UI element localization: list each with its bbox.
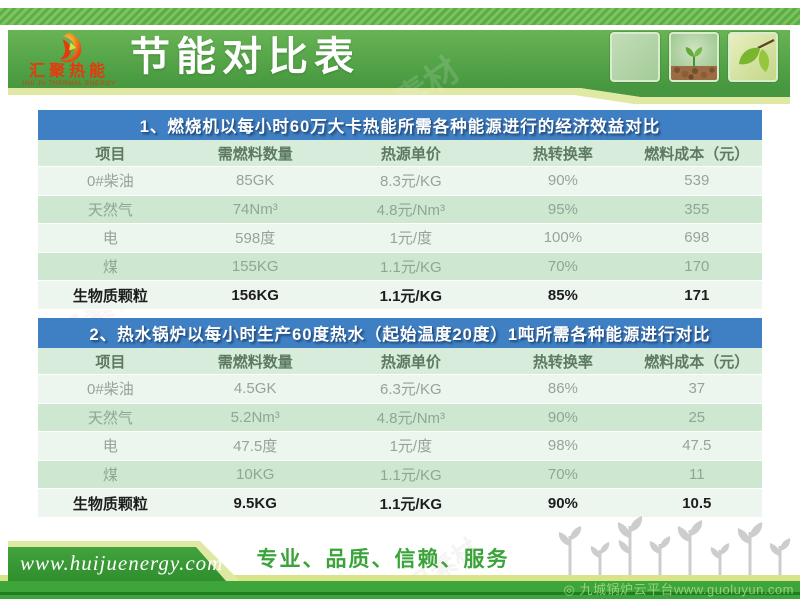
header-band-step [580,88,790,97]
table-header-row: 项目 需燃料数量 热源单价 热转换率 燃料成本（元） [38,348,762,375]
table-cell: 10.5 [682,494,712,512]
table-cell: 11 [689,466,705,484]
footer-green-bar [0,581,800,592]
table-cell: 100% [543,229,583,247]
table-cell: 9.5KG [233,494,277,512]
table-cell: 生物质颗粒 [72,495,148,513]
table-cell: 698 [684,229,710,247]
footer-bottom-bar [0,595,800,599]
table-row: 煤 10KG 1.1元/KG 70% 11 [38,460,762,490]
plants-graphic [556,516,798,582]
table-cell: 598度 [235,230,276,248]
table-row: 天然气 74Nm³ 4.8元/Nm³ 95% 355 [38,195,762,225]
column-header: 需燃料数量 [217,145,293,163]
table-cell: 1.1元/KG [379,495,443,513]
watermark-guoluyun: ◎ 九城锅炉云平台www.guoluyun.com [563,582,794,597]
column-header: 需燃料数量 [217,353,293,371]
table-header-row: 项目 需燃料数量 热源单价 热转换率 燃料成本（元） [38,140,762,167]
table-cell: 74Nm³ [232,200,278,218]
table-cell: 25 [688,408,706,426]
flame-icon [18,32,120,64]
table-cell: 95% [547,200,578,218]
column-header: 燃料成本（元） [644,145,750,163]
table-cell: 4.5GK [233,380,277,398]
column-header: 热源单价 [380,145,441,163]
table-cell: 5.2Nm³ [230,408,280,426]
footer-lime-stripe [0,575,800,581]
table-cell: 170 [684,258,710,276]
table-cell: 电 [102,230,118,248]
table-cell: 47.5 [682,437,712,455]
seedling-image [669,32,719,82]
table-row: 电 47.5度 1元/度 98% 47.5 [38,432,762,461]
table-cell: 1元/度 [389,438,433,456]
table-cell: 10KG [236,466,275,484]
table-cell: 155KG [231,258,279,276]
table-cell: 37 [688,380,706,398]
logo-text: 汇聚热能 [28,63,109,80]
table-cell: 1元/度 [389,230,433,248]
table-cell: 85GK [236,172,275,190]
green-square-image [610,32,660,82]
table-cell: 天然气 [87,201,133,219]
table-title-bar: 1、燃烧机以每小时60万大卡热能所需各种能源进行的经济效益对比 [38,110,762,140]
slogan-text: 专业、品质、信赖、服务 [256,548,510,571]
table-cell: 4.8元/Nm³ [376,201,446,219]
table-row: 生物质颗粒 9.5KG 1.1元/KG 90% 10.5 [38,489,762,518]
comparison-table-1: 1、燃烧机以每小时60万大卡热能所需各种能源进行的经济效益对比项目 需燃料数量 热源… [38,110,762,310]
table-cell: 355 [684,200,710,218]
column-header: 热转换率 [532,145,593,163]
table-cell: 煤 [102,259,118,277]
table-cell: 6.3元/KG [380,381,442,399]
table-cell: 171 [684,286,710,304]
table-row: 生物质颗粒 156KG 1.1元/KG 85% 171 [38,281,762,310]
table-cell: 70% [547,258,578,276]
table-cell: 1.1元/KG [380,467,442,485]
column-header: 热转换率 [532,353,593,371]
table-cell: 70% [547,466,578,484]
table-row: 0#柴油 85GK 8.3元/KG 90% 539 [38,167,762,196]
column-header: 项目 [95,145,126,163]
footer-url-ribbon [8,547,226,581]
logo-subtext: HUI JU THERMAL ENERGY [22,80,116,87]
table-cell: 天然气 [87,409,133,427]
table-row: 0#柴油 4.5GK 6.3元/KG 86% 37 [38,375,762,404]
column-header: 项目 [95,353,126,371]
website-url: www.huijuenergy.com [20,551,224,575]
table-row: 电 598度 1元/度 100% 698 [38,224,762,253]
leaves-image [728,32,778,82]
table-cell: 86% [547,380,578,398]
footer-dark-line [0,592,800,595]
comparison-table-2: 2、热水锅炉以每小时生产60度热水（起始温度20度）1吨所需各种能源进行对比 项目… [38,318,762,518]
table-cell: 47.5度 [233,438,278,456]
table-cell: 0#柴油 [87,173,134,191]
table-cell: 0#柴油 [87,381,134,399]
column-header: 燃料成本（元） [644,353,750,371]
table-cell: 煤 [102,467,118,485]
table-cell: 电 [102,438,118,456]
table-cell: 90% [547,172,578,190]
table-cell: 90% [547,408,578,426]
table-row: 煤 155KG 1.1元/KG 70% 170 [38,252,762,282]
table-cell: 1.1元/KG [380,259,442,277]
table-cell: 1.1元/KG [379,287,443,305]
header-photo-strip [610,32,778,82]
table-cell: 539 [684,172,710,190]
table-title-bar: 2、热水锅炉以每小时生产60度热水（起始温度20度）1吨所需各种能源进行对比 [38,318,762,348]
top-stripe-band [0,8,800,25]
table-cell: 156KG [231,286,279,304]
table-cell: 4.8元/Nm³ [376,409,446,427]
table-cell: 85% [547,286,578,304]
table-cell: 生物质颗粒 [72,287,148,305]
company-logo: 汇聚热能 HUI JU THERMAL ENERGY [18,32,120,88]
table-cell: 8.3元/KG [380,173,442,191]
table-row: 天然气 5.2Nm³ 4.8元/Nm³ 90% 25 [38,403,762,433]
column-header: 热源单价 [380,353,441,371]
page-title: 节能对比表 [130,35,360,79]
table-cell: 98% [547,437,578,455]
table-cell: 90% [547,494,578,512]
